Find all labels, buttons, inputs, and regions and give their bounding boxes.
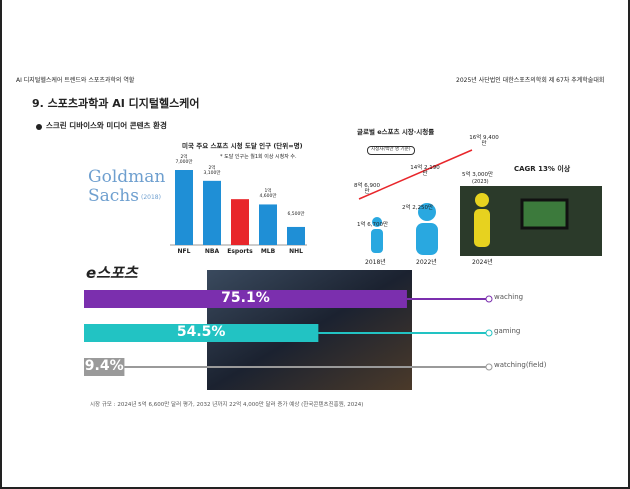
growth-line — [358, 149, 473, 200]
connector-dot — [485, 329, 493, 337]
connector-dot — [485, 363, 493, 371]
viewer-label: 8억 6,900만 — [353, 183, 381, 196]
bar-label: 9.4% — [84, 358, 124, 374]
bar — [84, 290, 407, 308]
bar — [259, 204, 277, 245]
bullet-text: 스크린 디바이스와 미디어 콘텐츠 환경 — [46, 121, 167, 130]
bullet-dot — [36, 124, 42, 130]
value-label: 6,500만 — [287, 211, 305, 217]
market-year: (2023) — [472, 179, 489, 185]
person-icon — [418, 203, 436, 221]
cagr: CAGR 13% 이상 — [514, 165, 571, 173]
bar — [231, 199, 249, 245]
logo-year: (2018) — [141, 194, 161, 201]
bar — [287, 226, 305, 245]
bar-name: gaming — [494, 327, 521, 335]
slide-title: 9. 스포츠과학과 AI 디지털헬스케어 — [32, 97, 200, 110]
footnote: 시장 규모 : 2024년 5억 6,600만 달러 평가, 2032 년까지 … — [90, 402, 364, 408]
category-label: NHL — [289, 248, 303, 255]
person-icon — [371, 229, 383, 253]
market-label: 1억 6,700만 — [357, 222, 389, 228]
viewer-label: 16억 9,400만 — [469, 135, 499, 148]
chart-note: * 도달 인구는 월1회 이상 시청자 수. — [220, 154, 297, 160]
year-label: 2022년 — [416, 259, 437, 266]
person-icon — [416, 223, 438, 255]
person-icon — [474, 209, 490, 247]
bar — [175, 170, 193, 245]
value-label: 2억 7,000만 — [175, 155, 193, 165]
category-label: NFL — [177, 248, 191, 255]
bar — [203, 180, 221, 245]
bar — [84, 324, 319, 342]
person-icon — [475, 193, 489, 207]
category-label: Esports — [227, 248, 253, 255]
bar-name: waching — [494, 293, 524, 301]
viewer-label: 14억 2,190만 — [410, 165, 440, 178]
person-icon — [372, 217, 382, 227]
category-label: MLB — [260, 248, 276, 255]
chart-title: 미국 주요 스포츠 시청 도달 인구 (단위=명) — [182, 142, 303, 150]
bar — [84, 358, 125, 376]
bar-name: watching(field) — [494, 361, 547, 369]
header-right: 2025년 사단법인 대한스포츠의학회 제 67차 추계학술대회 — [456, 77, 605, 84]
legend-box: 시청자(백만 명 기준) — [367, 146, 415, 155]
connector-dot — [485, 295, 493, 303]
phone — [520, 198, 569, 230]
bar-label: 75.1% — [221, 290, 270, 306]
logo: Sachs — [88, 186, 139, 206]
market-label: 5억 3,000만 — [462, 172, 494, 178]
year-label: 2024년 — [472, 259, 493, 266]
bar-label: 54.5% — [176, 324, 226, 340]
category-label: NBA — [204, 248, 220, 255]
value-label: 2억 3,100만 — [203, 165, 221, 176]
market-label: 2억 2,250만 — [402, 205, 434, 211]
year-label: 2018년 — [365, 259, 386, 266]
logo: Goldman — [88, 167, 166, 187]
global-title: 글로벌 e스포츠 시장·시청률 — [357, 128, 435, 136]
value-label: 1억 4,600만 — [259, 189, 277, 200]
header-left: AI 디지털헬스케어 트렌드와 스포츠과학의 역할 — [16, 77, 135, 84]
esports-logo: e스포츠 — [86, 264, 138, 282]
